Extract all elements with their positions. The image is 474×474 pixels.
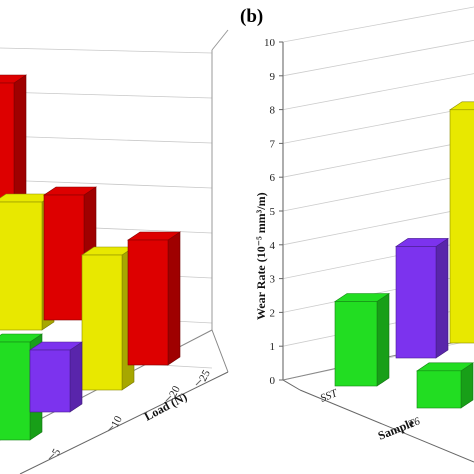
- panel-a-bar-4: [127, 231, 181, 366]
- panel-b-label: (b): [240, 6, 263, 27]
- panel-b-y-tick-label: 7: [270, 138, 276, 150]
- panel-a-bars: [0, 74, 181, 441]
- panel-a-bar-3: [81, 246, 135, 391]
- panel-a-bar-0: [0, 74, 27, 209]
- panel-b-y-tick-label: 9: [270, 71, 276, 83]
- panel-b-y-tick-label: 2: [270, 307, 276, 319]
- panel-b-bar-0: [334, 292, 390, 387]
- panel-a-x-tick-mark: [195, 379, 202, 386]
- panel-b-y-tick-label: 5: [270, 206, 276, 218]
- panel-b-y-tick-label: 3: [270, 274, 276, 286]
- panel-b-bar-1: [395, 237, 449, 359]
- panel-b-bar-2: [416, 362, 474, 409]
- panel-b-y-tick-label: 0: [270, 375, 276, 387]
- panel-b-y-tick-label: 1: [270, 341, 276, 353]
- panel-a-x-axis-label: Load (N): [142, 390, 189, 424]
- panel-b-y-tick-label: 6: [270, 172, 276, 184]
- panel-b-y-axis-label: Wear Rate (10⁻⁵ mm³/m): [254, 192, 268, 320]
- panel-b-y-tick-label: 10: [264, 37, 276, 49]
- panel-b-y-tick-label: 8: [270, 105, 276, 117]
- panel-a-x-tick-mark: [107, 425, 114, 432]
- panel-b-y-tick-label: 4: [270, 240, 276, 252]
- panel-a-x-tick-mark: [165, 395, 172, 402]
- panel-b-bars: [334, 101, 474, 409]
- panel-b-x-axis-label: Sample: [376, 415, 417, 442]
- panel-b-x-tick-label: T6: [407, 415, 423, 431]
- panel-b: (b) 0 1 2 3 4 5 6 7 8 9 10 SST T6 Wear Rate (10⁻⁵ m…: [240, 6, 474, 463]
- panel-b-x-tick-label: SST: [319, 387, 340, 405]
- panel-a-x-tick-mark: [48, 453, 55, 460]
- panel-b-y-ticks: 0 1 2 3 4 5 6 7 8 9 10: [264, 37, 283, 387]
- panel-a-bar-6: [29, 341, 83, 413]
- panel-a-x-tick-label: 5: [50, 446, 63, 457]
- panel-b-bar-3: [449, 101, 474, 344]
